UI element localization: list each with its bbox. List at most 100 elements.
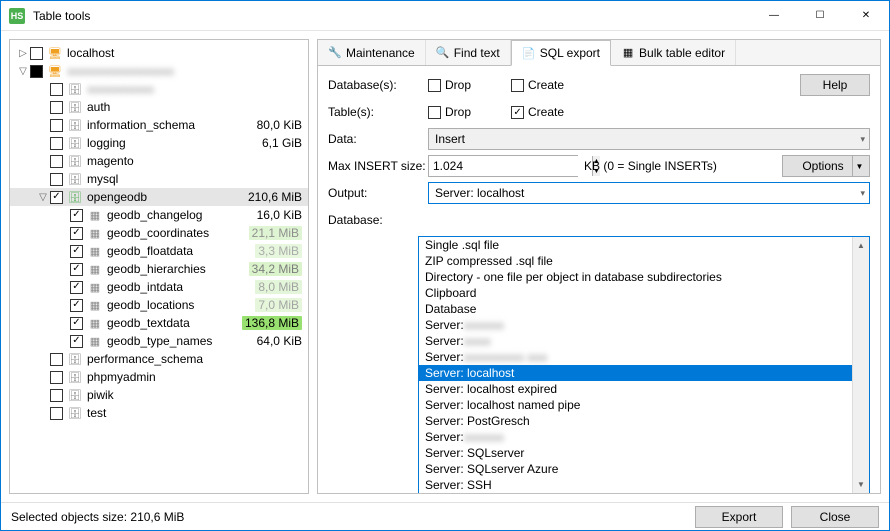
tree-node-size: 6,1 GiB bbox=[258, 136, 302, 150]
tree-checkbox[interactable] bbox=[50, 371, 63, 384]
tree-checkbox[interactable] bbox=[50, 173, 63, 186]
tree-checkbox[interactable] bbox=[50, 119, 63, 132]
database-tree[interactable]: ▷🖥localhost▽🖥aaaaaaaaaaaaaaaa🗄aaaaaaaaaa… bbox=[10, 40, 308, 493]
tree-checkbox[interactable] bbox=[70, 281, 83, 294]
dropdown-option[interactable]: Clipboard bbox=[419, 285, 869, 301]
tree-node-label: information_schema bbox=[87, 118, 253, 132]
export-button[interactable]: Export bbox=[695, 506, 783, 528]
dropdown-option[interactable]: Server: localhost bbox=[419, 365, 869, 381]
tb-create-checkbox[interactable]: Create bbox=[511, 105, 564, 119]
tree-node-label: magento bbox=[87, 154, 302, 168]
tab-bulk-table-editor[interactable]: ▦Bulk table editor bbox=[611, 40, 736, 65]
data-combo[interactable]: Insert ▾ bbox=[428, 128, 870, 150]
tree-node-label: geodb_intdata bbox=[107, 280, 251, 294]
tree-row[interactable]: ▦geodb_floatdata3,3 MiB bbox=[10, 242, 308, 260]
db-create-checkbox[interactable]: Create bbox=[511, 78, 564, 92]
tree-checkbox[interactable] bbox=[50, 389, 63, 402]
tree-checkbox[interactable] bbox=[70, 299, 83, 312]
dropdown-option[interactable]: Server: localhost expired bbox=[419, 381, 869, 397]
tree-checkbox[interactable] bbox=[70, 317, 83, 330]
scroll-up-icon[interactable]: ▲ bbox=[853, 237, 869, 254]
db-drop-checkbox[interactable]: Drop bbox=[428, 78, 471, 92]
tree-checkbox[interactable] bbox=[50, 353, 63, 366]
dropdown-option[interactable]: Server: SQLserver Azure bbox=[419, 461, 869, 477]
dropdown-option[interactable]: ZIP compressed .sql file bbox=[419, 253, 869, 269]
tree-row[interactable]: 🗄piwik bbox=[10, 386, 308, 404]
tree-node-label: localhost bbox=[67, 46, 302, 60]
expander-icon[interactable]: ▽ bbox=[36, 192, 50, 203]
tree-row[interactable]: ▽🖥aaaaaaaaaaaaaaaa bbox=[10, 62, 308, 80]
tree-checkbox[interactable] bbox=[70, 245, 83, 258]
tree-checkbox[interactable] bbox=[30, 65, 43, 78]
options-button[interactable]: Options▼ bbox=[782, 155, 870, 177]
output-combo-value: Server: localhost bbox=[435, 186, 524, 200]
dropdown-option[interactable]: Server: localhost named pipe bbox=[419, 397, 869, 413]
tree-checkbox[interactable] bbox=[50, 191, 63, 204]
help-button[interactable]: Help bbox=[800, 74, 870, 96]
tree-checkbox[interactable] bbox=[50, 137, 63, 150]
maximize-button[interactable]: ☐ bbox=[797, 1, 843, 31]
tree-node-label: mysql bbox=[87, 172, 302, 186]
insert-unit-label: KB (0 = Single INSERTs) bbox=[584, 159, 717, 173]
dropdown-option[interactable]: Directory - one file per object in datab… bbox=[419, 269, 869, 285]
dropdown-option[interactable]: Server: aaaaaa bbox=[419, 317, 869, 333]
tree-checkbox[interactable] bbox=[70, 227, 83, 240]
dropdown-scrollbar[interactable]: ▲ ▼ bbox=[852, 237, 869, 493]
minimize-button[interactable]: — bbox=[751, 1, 797, 31]
scroll-down-icon[interactable]: ▼ bbox=[853, 476, 869, 493]
data-label: Data: bbox=[328, 132, 428, 146]
tree-row[interactable]: ▽🗄opengeodb210,6 MiB bbox=[10, 188, 308, 206]
tree-row[interactable]: ▦geodb_locations7,0 MiB bbox=[10, 296, 308, 314]
tree-row[interactable]: ▦geodb_textdata136,8 MiB bbox=[10, 314, 308, 332]
tree-checkbox[interactable] bbox=[70, 209, 83, 222]
expander-icon[interactable]: ▽ bbox=[16, 66, 30, 77]
tab-sql-export[interactable]: 📄SQL export bbox=[511, 40, 611, 66]
tree-checkbox[interactable] bbox=[70, 335, 83, 348]
tree-node-size: 3,3 MiB bbox=[251, 244, 302, 258]
tree-checkbox[interactable] bbox=[50, 101, 63, 114]
tree-row[interactable]: ▷🖥localhost bbox=[10, 44, 308, 62]
tree-checkbox[interactable] bbox=[30, 47, 43, 60]
dropdown-option[interactable]: Server: SSH bbox=[419, 477, 869, 493]
tree-node-icon: ▦ bbox=[87, 279, 103, 295]
tree-checkbox[interactable] bbox=[70, 263, 83, 276]
tree-row[interactable]: 🗄logging6,1 GiB bbox=[10, 134, 308, 152]
tb-drop-checkbox[interactable]: Drop bbox=[428, 105, 471, 119]
close-window-button[interactable]: ✕ bbox=[843, 1, 889, 31]
insert-size-input[interactable] bbox=[429, 156, 592, 176]
tree-row[interactable]: 🗄performance_schema bbox=[10, 350, 308, 368]
tree-row[interactable]: ▦geodb_type_names64,0 KiB bbox=[10, 332, 308, 350]
output-dropdown-list[interactable]: ▲ ▼ Single .sql fileZIP compressed .sql … bbox=[418, 236, 870, 494]
dropdown-option[interactable]: Server: aaaaaaaaa aaa bbox=[419, 349, 869, 365]
tree-row[interactable]: 🗄magento bbox=[10, 152, 308, 170]
tab-maintenance[interactable]: 🔧Maintenance bbox=[318, 40, 426, 65]
tree-row[interactable]: ▦geodb_intdata8,0 MiB bbox=[10, 278, 308, 296]
tree-row[interactable]: ▦geodb_coordinates21,1 MiB bbox=[10, 224, 308, 242]
tree-row[interactable]: ▦geodb_changelog16,0 KiB bbox=[10, 206, 308, 224]
dropdown-option[interactable]: Server: SQLserver bbox=[419, 445, 869, 461]
tree-row[interactable]: 🗄information_schema80,0 KiB bbox=[10, 116, 308, 134]
tree-checkbox[interactable] bbox=[50, 83, 63, 96]
dropdown-option[interactable]: Database bbox=[419, 301, 869, 317]
output-combo[interactable]: Server: localhost ▾ bbox=[428, 182, 870, 204]
chevron-down-icon[interactable]: ▼ bbox=[852, 156, 866, 176]
tabs-bar: 🔧Maintenance🔍Find text📄SQL export▦Bulk t… bbox=[318, 40, 880, 66]
create-label-2: Create bbox=[528, 105, 564, 119]
tree-row[interactable]: ▦geodb_hierarchies34,2 MiB bbox=[10, 260, 308, 278]
dropdown-option[interactable]: Server: aaaaaa bbox=[419, 429, 869, 445]
dropdown-option[interactable]: Single .sql file bbox=[419, 237, 869, 253]
tree-row[interactable]: 🗄phpmyadmin bbox=[10, 368, 308, 386]
tree-row[interactable]: 🗄mysql bbox=[10, 170, 308, 188]
tree-row[interactable]: 🗄test bbox=[10, 404, 308, 422]
tab-icon: 📄 bbox=[522, 46, 536, 60]
tree-checkbox[interactable] bbox=[50, 155, 63, 168]
insert-size-spinner[interactable]: ▲▼ bbox=[428, 155, 578, 177]
dropdown-option[interactable]: Server: aaaa bbox=[419, 333, 869, 349]
tree-checkbox[interactable] bbox=[50, 407, 63, 420]
tree-row[interactable]: 🗄aaaaaaaaaa bbox=[10, 80, 308, 98]
expander-icon[interactable]: ▷ bbox=[16, 48, 30, 59]
close-button[interactable]: Close bbox=[791, 506, 879, 528]
dropdown-option[interactable]: Server: PostGresch bbox=[419, 413, 869, 429]
tab-find-text[interactable]: 🔍Find text bbox=[426, 40, 511, 65]
tree-row[interactable]: 🗄auth bbox=[10, 98, 308, 116]
